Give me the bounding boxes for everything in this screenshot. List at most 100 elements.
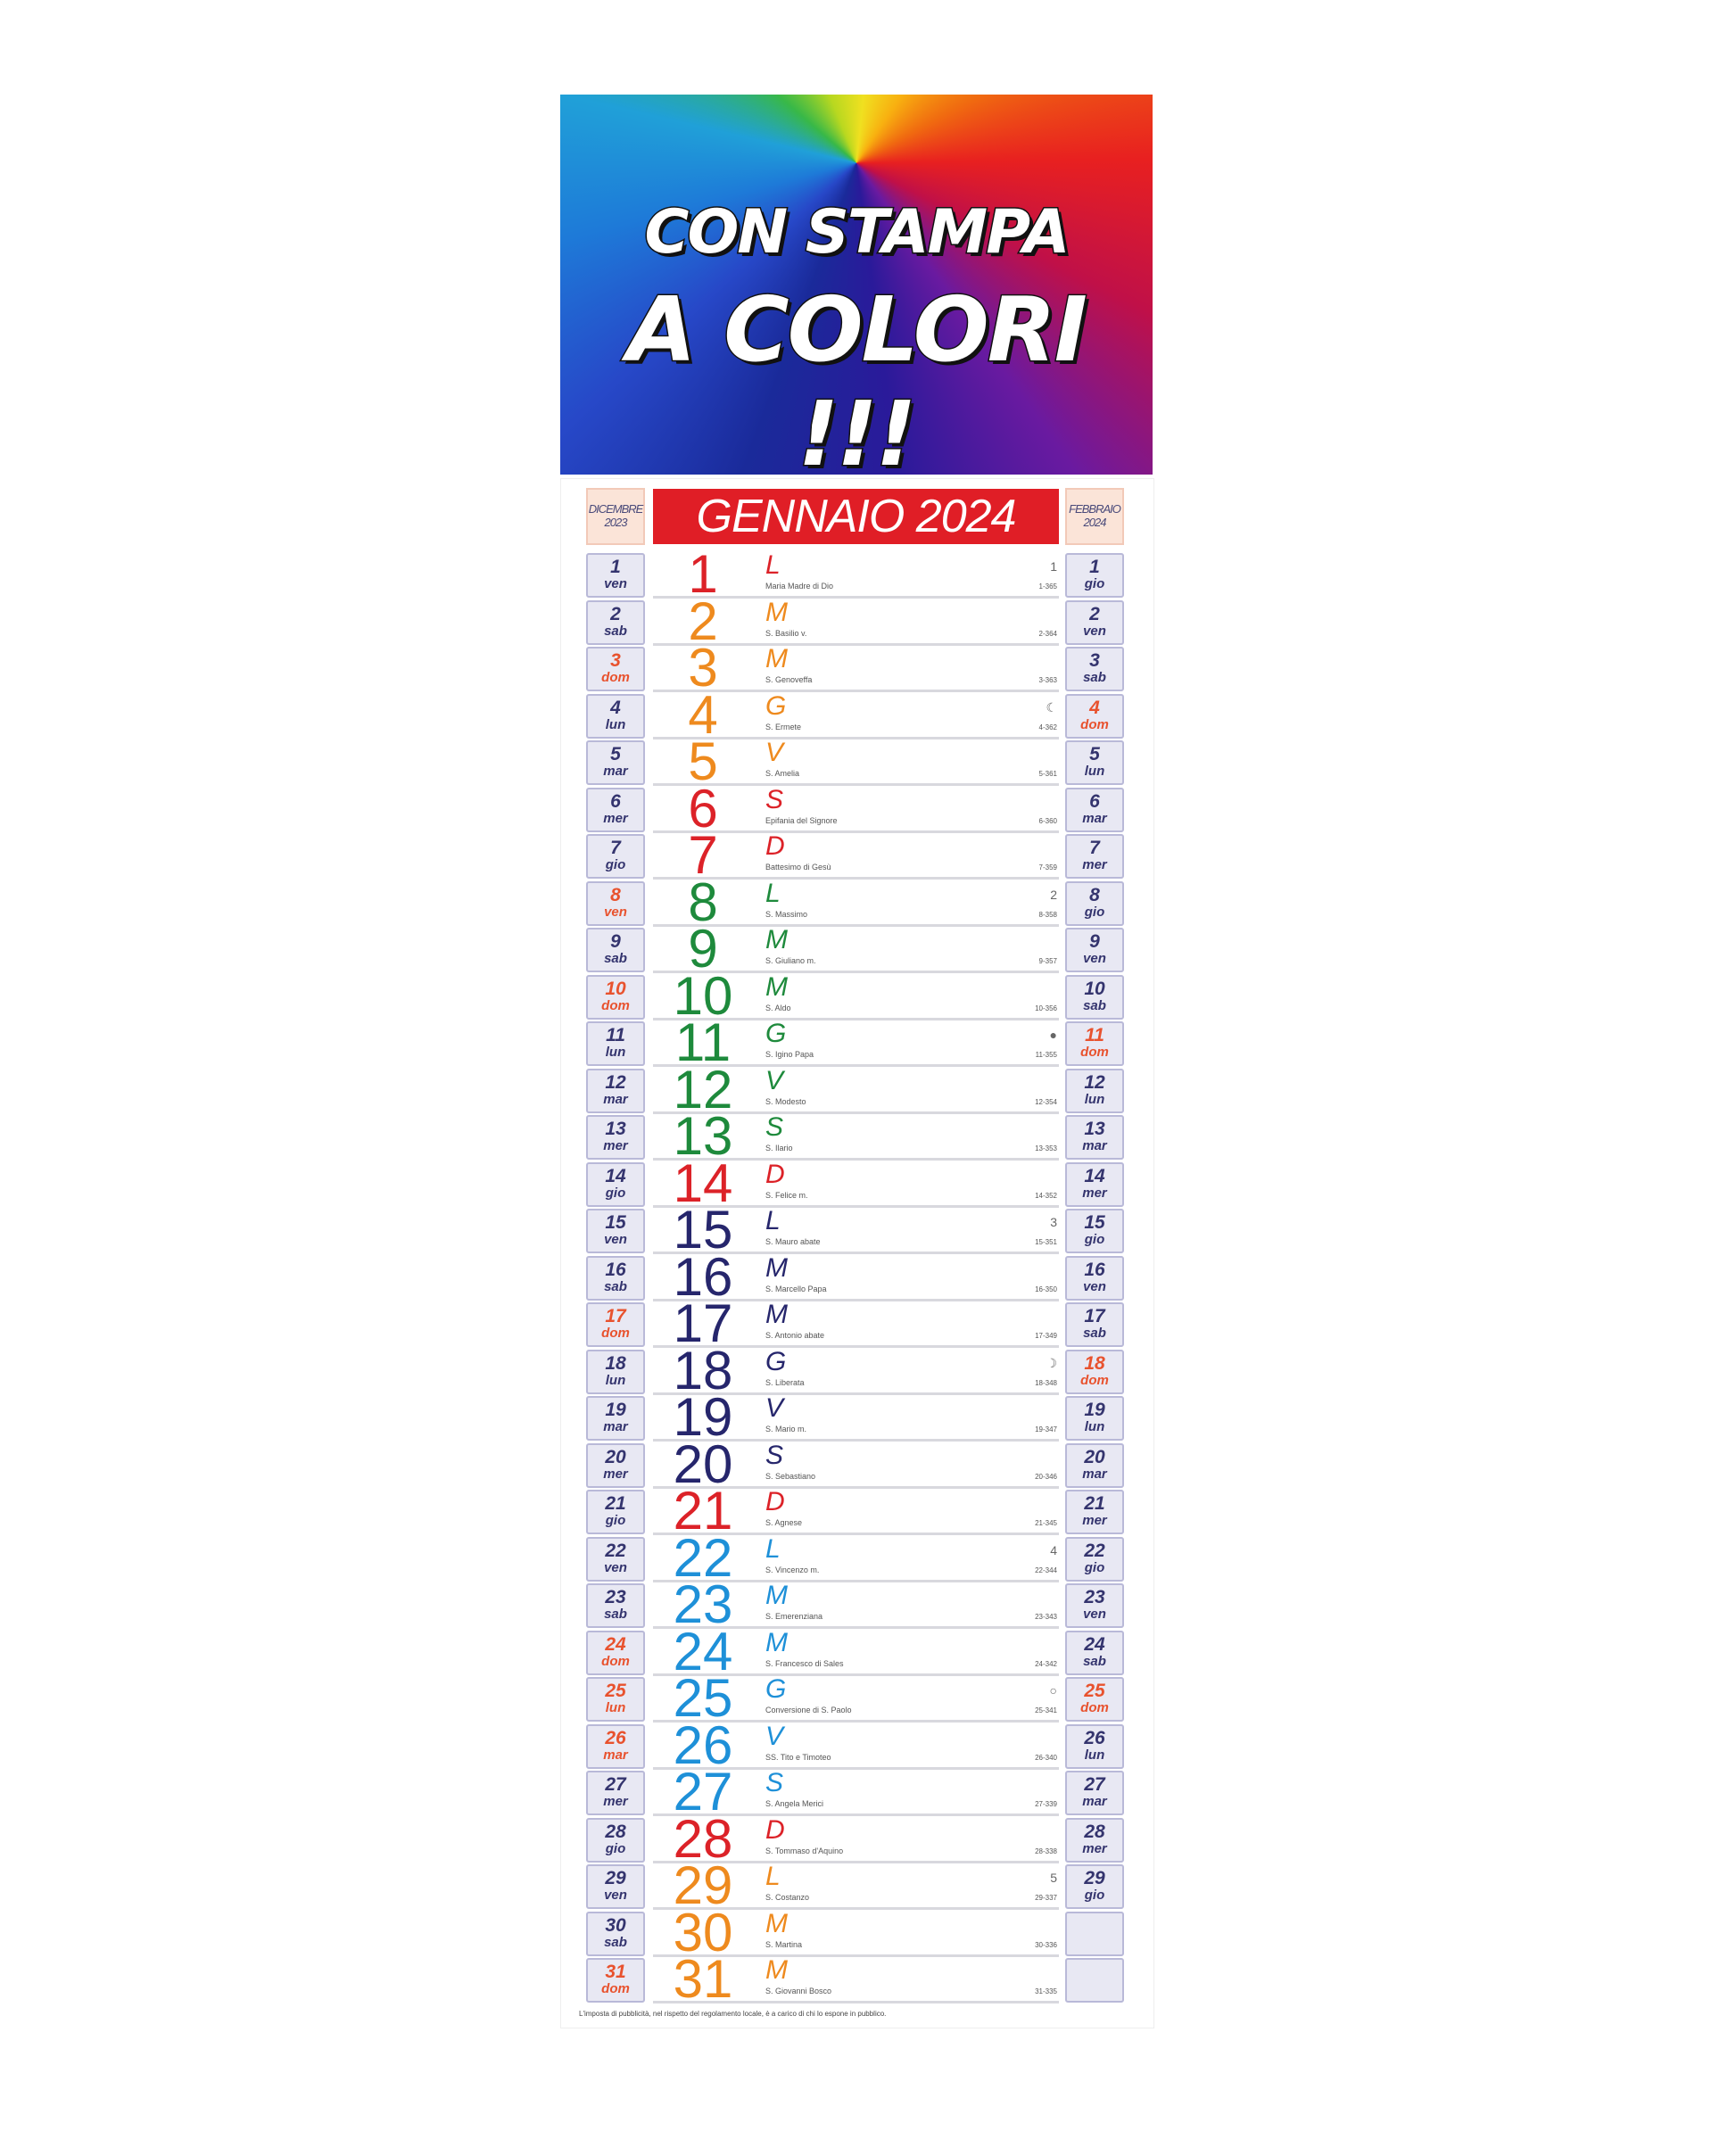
next-month-day-weekday: gio xyxy=(1084,1559,1105,1575)
saint-name: SS. Tito e Timoteo xyxy=(765,1752,831,1762)
day-number: 29 xyxy=(673,1855,733,1915)
prev-month-day: 17 dom xyxy=(586,1302,645,1347)
week-or-moon-marker: ○ xyxy=(1049,1683,1057,1698)
weekday-letter: G xyxy=(765,1674,787,1704)
next-month-day-number: 5 xyxy=(1089,744,1100,764)
next-month-day: 25 dom xyxy=(1065,1677,1124,1722)
next-month-day: 4 dom xyxy=(1065,693,1124,739)
prev-month-day-weekday: ven xyxy=(604,1232,627,1247)
prev-month-day: 25 lun xyxy=(586,1677,645,1722)
next-month-day-weekday: gio xyxy=(1084,576,1105,591)
next-month-day-weekday: gio xyxy=(1084,1232,1105,1247)
prev-month-day-number: 11 xyxy=(606,1025,625,1045)
week-or-moon-marker: 4 xyxy=(1050,1542,1057,1557)
prev-month-day-number: 27 xyxy=(605,1774,626,1795)
prev-month-day-number: 4 xyxy=(610,697,621,718)
next-month-day: 2 ven xyxy=(1065,599,1124,645)
day-count: 25-341 xyxy=(1035,1706,1057,1714)
prev-month-day: 26 mar xyxy=(586,1723,645,1769)
prev-month-day-number: 28 xyxy=(605,1821,626,1842)
saint-name: S. Costanzo xyxy=(765,1893,810,1902)
day-number: 16 xyxy=(673,1246,733,1307)
prev-month-day-number: 31 xyxy=(605,1962,626,1982)
saint-name: S. Ilario xyxy=(765,1144,793,1152)
day-count: 1-365 xyxy=(1038,582,1057,591)
prev-month-year: 2023 xyxy=(604,516,628,529)
prev-month-day-weekday: lun xyxy=(605,1045,626,1060)
next-month-day: 13 mar xyxy=(1065,1115,1124,1160)
saint-name: S. Sebastiano xyxy=(765,1471,816,1481)
next-month-day-number: 12 xyxy=(1084,1071,1105,1093)
next-month-day-weekday: dom xyxy=(1080,1045,1109,1060)
prev-month-day-weekday: ven xyxy=(604,576,627,591)
next-month-day-number: 9 xyxy=(1089,931,1100,952)
prev-month-day-weekday: ven xyxy=(604,1559,627,1575)
prev-month-day-number: 17 xyxy=(605,1306,626,1326)
next-month-day-number: 6 xyxy=(1089,790,1100,812)
next-month-day-weekday: mar xyxy=(1082,1138,1107,1153)
next-month-day: 1 gio xyxy=(1065,553,1124,598)
day-count: 7-359 xyxy=(1038,863,1057,872)
prev-month-day-weekday: gio xyxy=(605,1185,626,1201)
day-row: 8 L S. Massimo 2 8-358 xyxy=(653,872,1059,931)
day-number: 9 xyxy=(688,919,718,979)
next-month-day: 12 lun xyxy=(1065,1068,1124,1113)
saint-name: S. Mauro abate xyxy=(765,1237,821,1246)
day-row: 9 M S. Giuliano m. 9-357 xyxy=(653,920,1059,979)
prev-month-day-weekday: gio xyxy=(605,1840,626,1856)
prev-month-day-weekday: mer xyxy=(603,1138,628,1153)
next-month-day: 15 gio xyxy=(1065,1209,1124,1253)
next-month-day-number: 18 xyxy=(1084,1352,1105,1374)
prev-month-day: 27 mer xyxy=(586,1771,645,1815)
banner-line-1: CON STAMPA xyxy=(643,196,1071,269)
next-month-day-number: 26 xyxy=(1084,1727,1105,1748)
prev-month-day-weekday: lun xyxy=(605,1700,626,1715)
day-number: 8 xyxy=(688,872,718,932)
day-number: 2 xyxy=(688,591,718,651)
next-month-day: 7 mer xyxy=(1065,834,1124,879)
day-row: 4 G S. Ermete ☾ 4-362 xyxy=(653,685,1059,744)
next-month-day: 26 lun xyxy=(1065,1723,1124,1769)
week-or-moon-marker: ● xyxy=(1049,1028,1057,1042)
weekday-letter: L xyxy=(765,1206,781,1235)
weekday-letter: M xyxy=(765,644,788,673)
day-row: 25 G Conversione di S. Paolo ○ 25-341 xyxy=(653,1669,1059,1728)
prev-month-day: 4 lun xyxy=(586,693,645,739)
weekday-letter: G xyxy=(765,690,787,721)
weekday-letter: L xyxy=(765,550,781,580)
prev-month-day: 16 sab xyxy=(586,1255,645,1301)
next-month-day: 6 mar xyxy=(1065,787,1124,832)
saint-name: S. Genoveffa xyxy=(765,675,813,684)
prev-month-day: 15 ven xyxy=(586,1209,645,1253)
weekday-letter: M xyxy=(765,971,788,1002)
week-or-moon-marker: ☾ xyxy=(1046,699,1057,715)
day-row: 5 V S. Amelia 5-361 xyxy=(653,732,1059,791)
month-title: GENNAIO 2024 xyxy=(653,489,1059,544)
weekday-letter: G xyxy=(765,1346,787,1376)
day-count: 22-344 xyxy=(1035,1566,1057,1574)
prev-month-day-number: 1 xyxy=(610,557,621,577)
saint-name: Epifania del Signore xyxy=(765,815,838,825)
day-row: 10 M S. Aldo 10-356 xyxy=(653,966,1059,1025)
prev-month-day: 14 gio xyxy=(586,1161,645,1207)
day-count: 3-363 xyxy=(1038,676,1057,684)
weekday-letter: L xyxy=(765,1533,781,1564)
prev-month-day-weekday: mar xyxy=(603,1419,628,1434)
next-month-header: FEBBRAIO 2024 xyxy=(1065,488,1124,545)
next-month-day: 29 gio xyxy=(1065,1864,1124,1909)
prev-month-day-weekday: sab xyxy=(604,1278,627,1294)
day-row: 28 D S. Tommaso d'Aquino 28-338 xyxy=(653,1809,1059,1868)
prev-month-day: 11 lun xyxy=(586,1021,645,1066)
next-month-day: 27 mar xyxy=(1065,1771,1124,1815)
next-month-day-weekday: ven xyxy=(1083,1607,1106,1622)
prev-month-day-weekday: lun xyxy=(605,716,626,732)
day-row: 3 M S. Genoveffa 3-363 xyxy=(653,639,1059,698)
saint-name: Conversione di S. Paolo xyxy=(765,1706,852,1714)
next-month-day-weekday: ven xyxy=(1083,623,1106,639)
weekday-letter: G xyxy=(765,1019,787,1048)
next-month-day-number: 3 xyxy=(1089,650,1100,671)
day-count: 30-336 xyxy=(1035,1940,1057,1949)
next-month-day-number: 2 xyxy=(1089,603,1100,624)
next-month-day-number: 1 xyxy=(1089,557,1100,577)
day-count: 6-360 xyxy=(1038,816,1057,825)
